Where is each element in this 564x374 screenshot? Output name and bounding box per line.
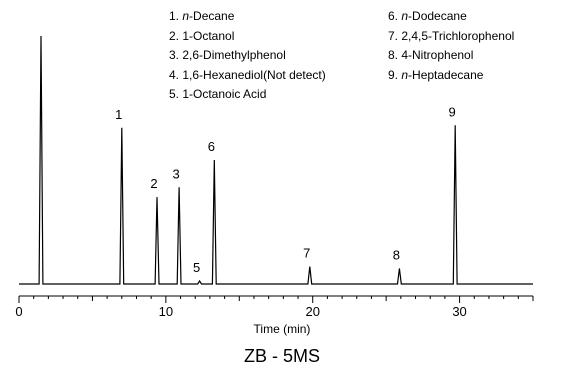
peak-label-3: 3 [172,166,179,181]
x-axis-label: Time (min) [253,322,311,336]
legend-entry: 5. 1-Octanoic Acid [169,87,267,101]
chromatogram-trace [19,35,533,285]
peak-label-2: 2 [150,176,157,191]
peak-label-8: 8 [393,247,400,262]
peak-labels: 1 23 5 6 7 8 9 [115,104,456,275]
x-tick-label: 0 [15,304,22,319]
column-caption: ZB - 5MS [243,346,320,366]
legend-entry: 8. 4-Nitrophenol [388,48,474,62]
peak-label-5: 5 [193,260,200,275]
legend-entry: 9. n-Heptadecane [388,67,484,82]
legend-right: 6. n-Dodecane 7. 2,4,5-Trichlorophenol 8. … [388,7,514,85]
x-axis-ticks: 0 10 20 30 [15,296,534,319]
legend-entry: 7. 2,4,5-Trichlorophenol [388,28,515,43]
peak-label-9: 9 [449,104,456,119]
legend-entry: 1. n-Decane [169,9,235,23]
legend-entry: 4. 1,6-Hexanediol(Not detect) [169,67,326,82]
legend-entry: 2. 1-Octanol [169,28,235,43]
legend-entry: 3. 2,6-Dimethylphenol [169,48,286,62]
legend-entry: 6. n-Dodecane [388,9,467,23]
peak-label-7: 7 [303,246,310,261]
x-tick-label: 10 [159,304,173,319]
x-tick-label: 30 [452,304,466,319]
x-tick-label: 20 [305,304,319,319]
peak-label-6: 6 [208,139,215,154]
peak-label-1: 1 [115,107,122,122]
legend-left: 1. n-Decane 2. 1-Octanol 3. 2,6-Dimethylph… [169,7,326,105]
